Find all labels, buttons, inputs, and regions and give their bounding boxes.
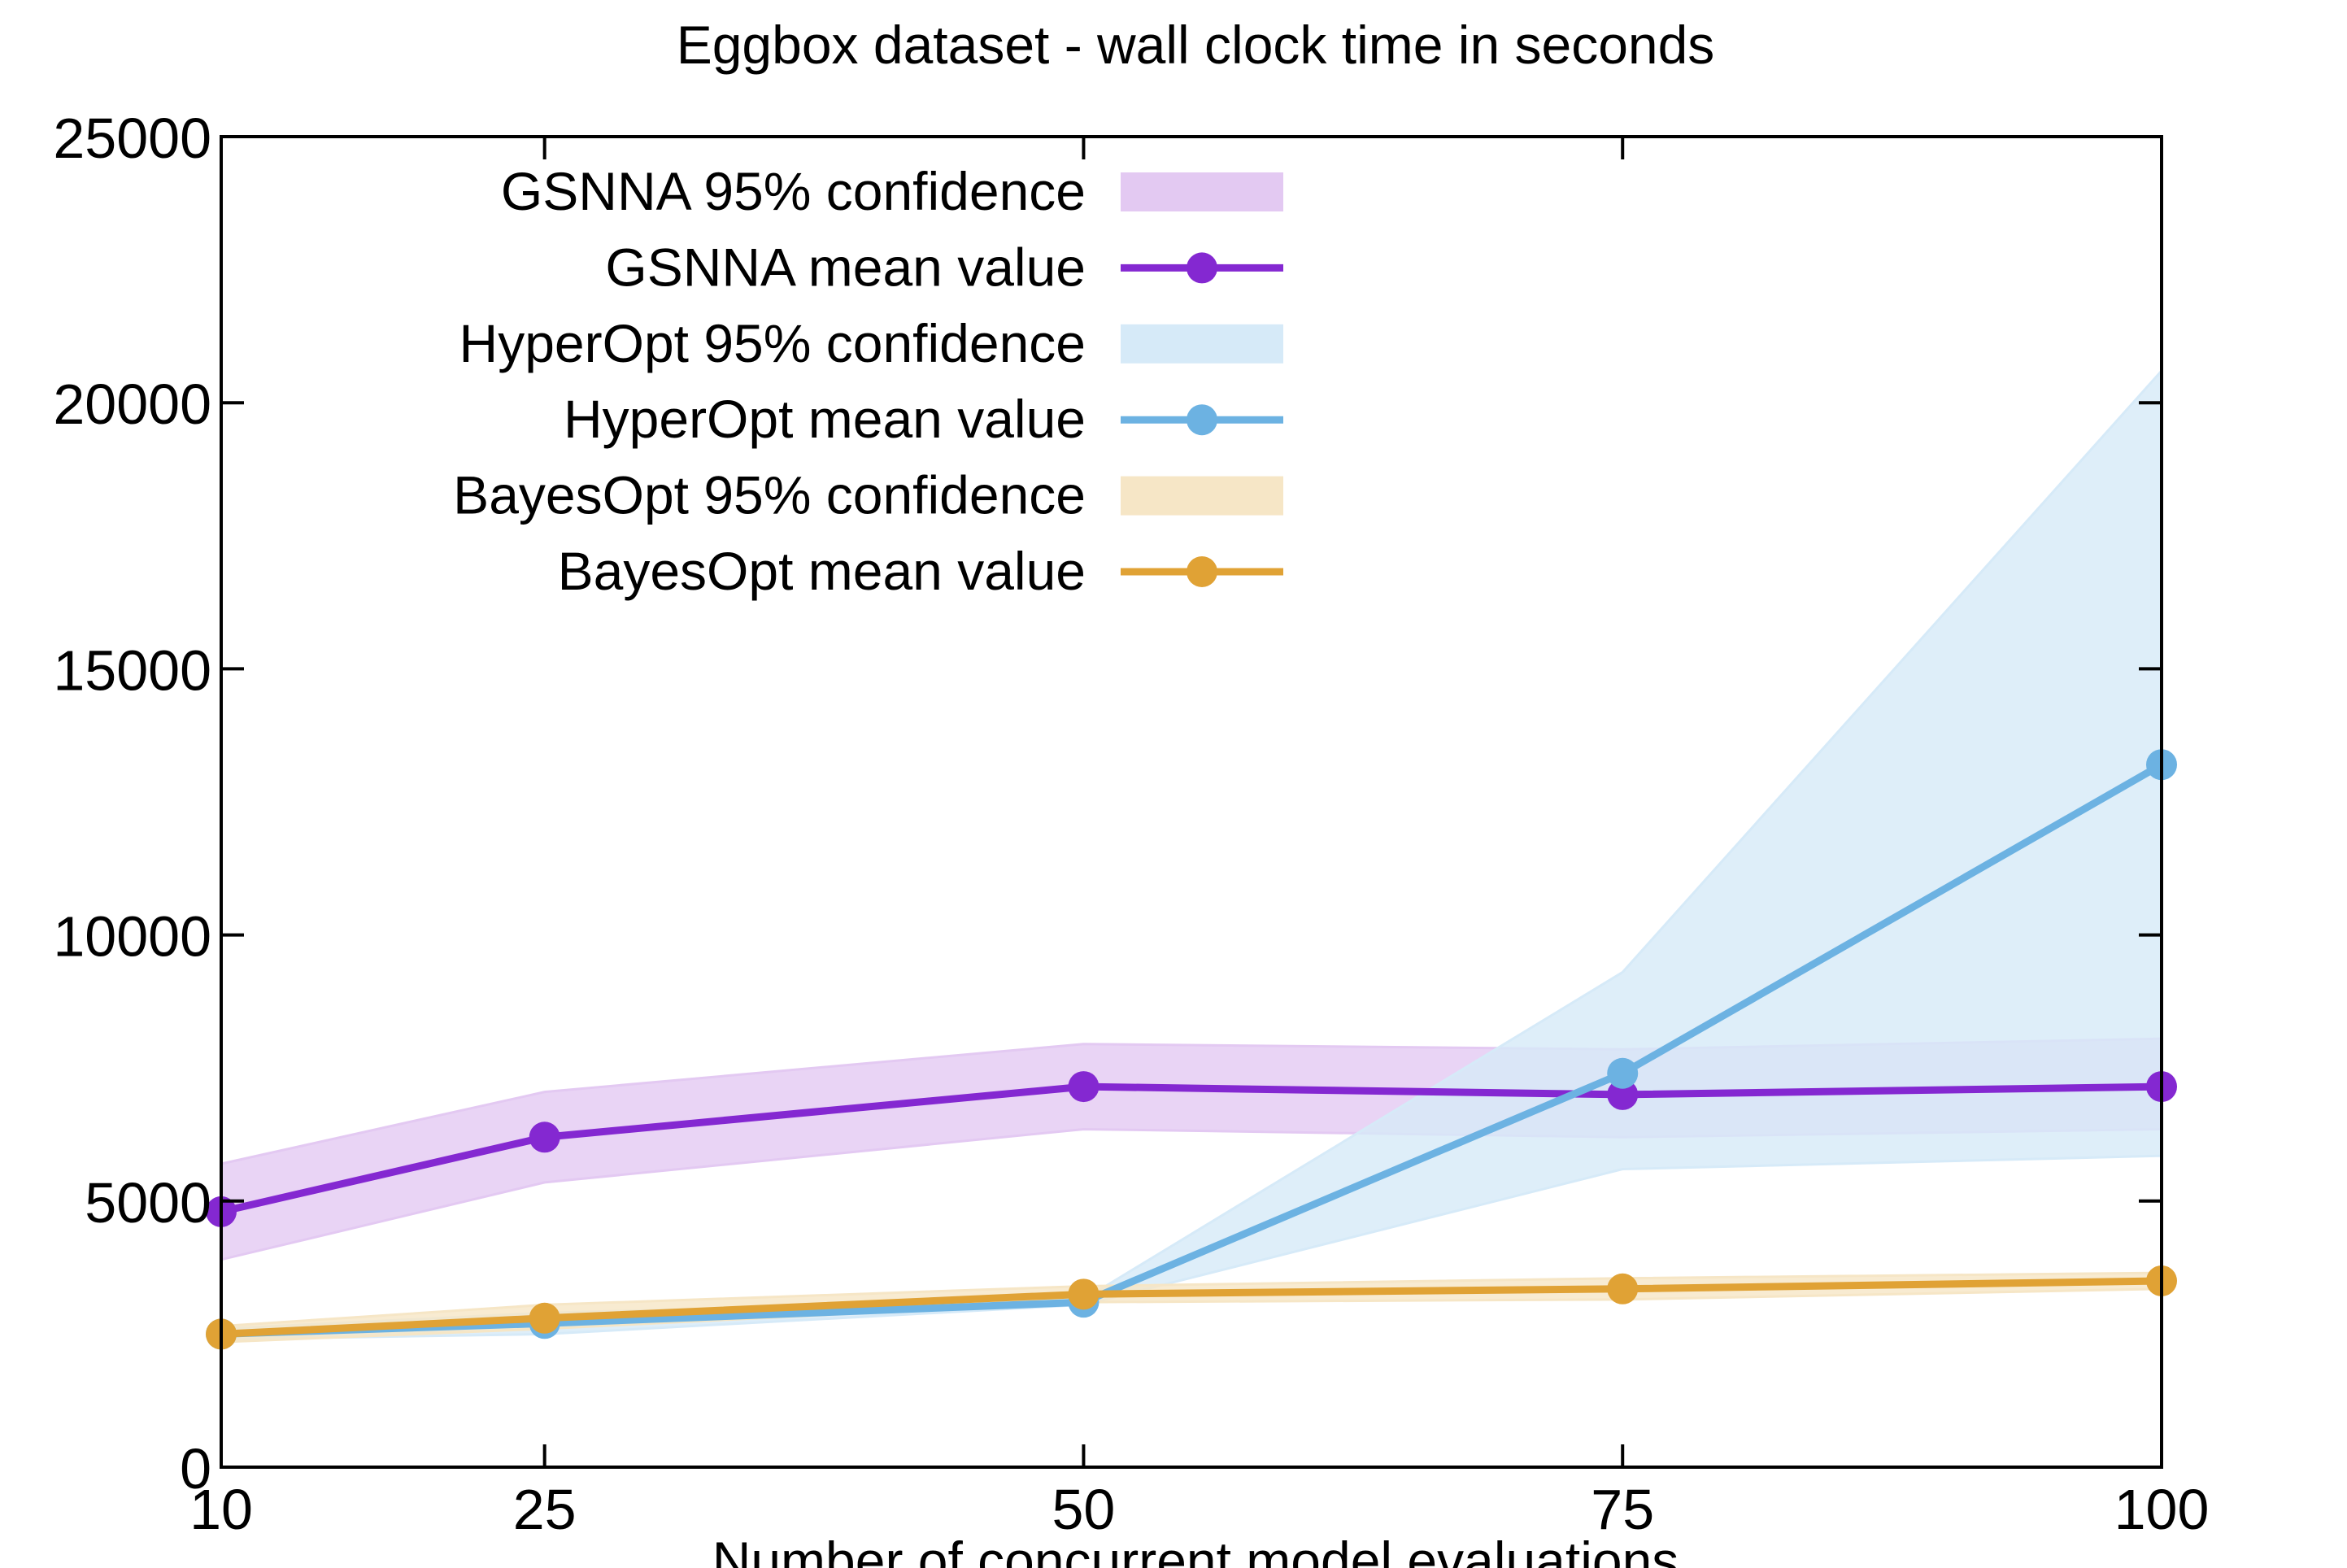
legend-label-0: GSNNA 95% confidence [501,161,1086,221]
x-tick-label: 25 [513,1478,577,1541]
legend-swatch-band-1 [1121,324,1283,364]
x-tick-label: 75 [1591,1478,1654,1541]
y-tick-label: 20000 [53,372,211,436]
data-point-2-3 [1607,1273,1639,1304]
legend-label-4: BayesOpt 95% confidence [453,465,1086,525]
data-point-2-2 [1068,1278,1099,1310]
y-tick-label: 15000 [53,638,211,702]
legend-label-5: BayesOpt mean value [558,541,1086,601]
chart-title: Eggbox dataset - wall clock time in seco… [677,15,1715,75]
x-axis-label: Number of concurrent model evaluations [712,1531,1679,1568]
legend-swatch-band-2 [1121,476,1283,516]
legend-label-1: GSNNA mean value [605,237,1086,297]
legend-label-2: HyperOpt 95% confidence [459,313,1086,373]
legend-swatch-marker-1 [1187,404,1217,436]
data-point-0-1 [529,1122,560,1153]
y-tick-label: 5000 [85,1171,211,1235]
legend-label-3: HyperOpt mean value [564,389,1086,449]
x-tick-label: 100 [2114,1478,2210,1541]
legend-swatch-marker-2 [1187,556,1217,587]
data-point-2-1 [529,1302,560,1334]
x-tick-label: 10 [189,1478,253,1541]
y-tick-label: 25000 [53,107,211,170]
y-tick-label: 10000 [53,905,211,969]
x-tick-label: 50 [1052,1478,1116,1541]
axis-ticks: 0 5000 10000 15000 20000 25000 10 25 50 75 100 [53,107,2209,1541]
data-point-1-3 [1607,1057,1639,1089]
legend-swatch-marker-0 [1187,252,1217,284]
series-lines [206,749,2177,1350]
legend-swatch-band-0 [1121,172,1283,211]
data-point-0-3 [1607,1078,1639,1110]
plot-frame [220,135,2163,1469]
data-point-0-2 [1068,1071,1099,1103]
y-tick-label: 0 [180,1437,211,1500]
legend: GSNNA 95% confidence GSNNA mean value Hype… [453,161,1283,601]
